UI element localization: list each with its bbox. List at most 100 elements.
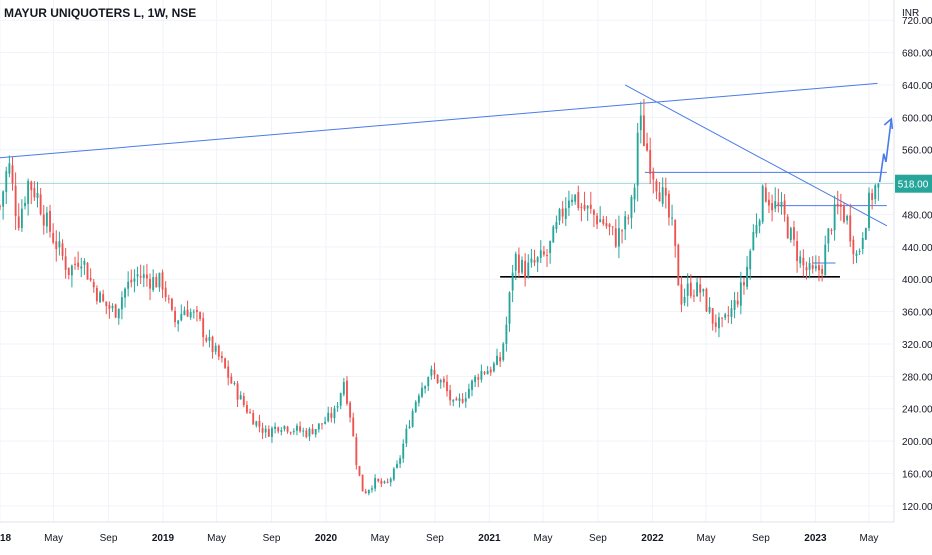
- candle-body: [577, 192, 580, 209]
- candle-body: [652, 171, 655, 180]
- candle-body: [49, 210, 51, 232]
- candle-body: [621, 230, 623, 232]
- candle-body: [821, 268, 824, 274]
- candle-body: [261, 427, 264, 433]
- candle-body: [642, 115, 645, 147]
- candle-body: [502, 343, 505, 360]
- candle-body: [2, 191, 5, 207]
- candle-body: [839, 204, 842, 207]
- candle-body: [95, 287, 98, 302]
- candle-body: [389, 478, 392, 483]
- annotation-layer: [0, 82, 894, 278]
- candle-body: [399, 458, 402, 464]
- candle-body: [693, 295, 695, 297]
- x-tick-label: May: [860, 533, 879, 544]
- candle-body: [317, 423, 320, 430]
- chart-title: MAYUR UNIQUOTERS L, 1W, NSE: [4, 6, 197, 20]
- candle-body: [217, 345, 220, 357]
- candle-body: [8, 163, 11, 174]
- y-tick-label: 160.00: [902, 469, 932, 480]
- candle-body: [361, 474, 364, 492]
- projection-arrow: [878, 118, 893, 183]
- candle-body: [843, 206, 845, 223]
- candle-body: [80, 266, 83, 269]
- x-tick-label: May: [44, 533, 63, 544]
- candle-body: [321, 423, 323, 425]
- candle-body: [505, 324, 508, 344]
- candle-body: [77, 262, 80, 267]
- candle-body: [602, 219, 605, 224]
- candle-body: [492, 363, 495, 372]
- candle-body: [367, 489, 370, 494]
- candle-body: [302, 430, 305, 432]
- candle-body: [392, 468, 395, 480]
- candle-body: [67, 267, 70, 276]
- candle-body: [246, 405, 248, 413]
- candle-body: [533, 260, 536, 263]
- candle-body: [855, 253, 858, 256]
- candle-body: [677, 244, 680, 286]
- candle-body: [24, 202, 26, 207]
- candle-body: [783, 200, 786, 215]
- candle-body: [558, 209, 561, 221]
- candle-body: [777, 202, 780, 206]
- candle-body: [161, 272, 164, 290]
- candle-body: [818, 265, 820, 271]
- candle-body: [480, 370, 483, 380]
- candle-body: [64, 256, 67, 270]
- candle-body: [133, 278, 136, 282]
- candle-body: [874, 185, 877, 200]
- candle-body: [549, 240, 552, 254]
- candle-body: [333, 408, 336, 419]
- candle-body: [205, 337, 208, 342]
- candle-body: [477, 377, 480, 380]
- last-price-tag: [895, 174, 932, 193]
- x-tick-label: 2019: [152, 533, 175, 544]
- candle-body: [83, 260, 86, 265]
- candle-body: [195, 309, 198, 312]
- x-tick-label: Sep: [100, 533, 118, 544]
- candle-body: [718, 317, 720, 329]
- candle-body: [793, 227, 795, 240]
- candle-body: [699, 284, 702, 293]
- candle-body: [433, 370, 436, 375]
- candle-body: [439, 380, 442, 383]
- candle-body: [555, 221, 558, 229]
- candle-body: [696, 282, 699, 296]
- candle-body: [374, 478, 377, 489]
- candle-body: [617, 228, 620, 247]
- candle-body: [371, 488, 373, 490]
- candle-body: [714, 322, 717, 327]
- candle-body: [296, 425, 298, 431]
- candle-body: [108, 305, 111, 309]
- candle-body: [733, 300, 736, 310]
- x-tick-label: Sep: [263, 533, 281, 544]
- candle-body: [746, 266, 749, 287]
- candle-body: [664, 187, 667, 196]
- candle-body: [655, 180, 658, 192]
- candle-body: [155, 277, 158, 288]
- candle-body: [552, 226, 555, 243]
- y-tick-label: 120.00: [902, 502, 932, 513]
- long-trendline: [0, 82, 878, 159]
- candle-body: [561, 208, 564, 217]
- candle-body: [596, 215, 598, 225]
- candle-layer: [0, 98, 880, 496]
- candle-body: [771, 203, 774, 211]
- candle-body: [33, 188, 36, 198]
- candle-body: [70, 265, 73, 276]
- candle-body: [264, 428, 267, 433]
- candle-body: [580, 206, 583, 208]
- candle-body: [130, 279, 133, 283]
- candle-body: [149, 278, 151, 289]
- candle-body: [442, 379, 445, 383]
- candle-body: [127, 281, 130, 289]
- candle-body: [408, 426, 411, 429]
- x-tick-label: May: [371, 533, 390, 544]
- candle-body: [517, 254, 520, 273]
- candle-body: [377, 478, 380, 482]
- candle-body: [308, 428, 311, 437]
- candle-body: [527, 262, 530, 277]
- x-tick-label: 2023: [804, 533, 827, 544]
